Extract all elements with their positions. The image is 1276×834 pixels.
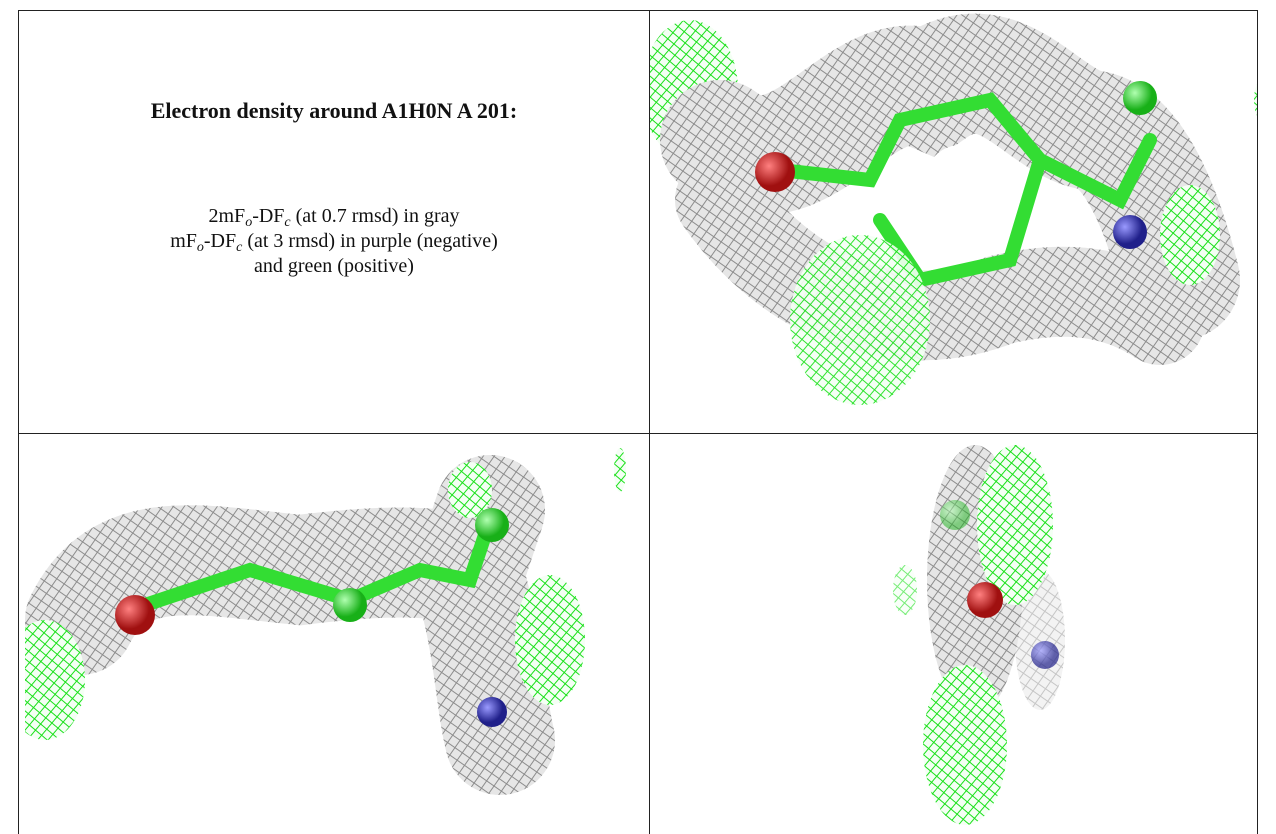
density-mesh <box>1015 570 1065 710</box>
caption-text: -DF <box>252 205 285 227</box>
table-border <box>18 10 19 834</box>
chlorine-atom <box>1123 81 1157 115</box>
table-border <box>1257 10 1258 834</box>
table-border <box>18 10 1258 11</box>
caption-title: Electron density around A1H0N A 201: <box>150 98 518 123</box>
oxygen-atom <box>967 582 1003 618</box>
positive-density <box>893 565 917 615</box>
table-border <box>649 10 650 834</box>
nitrogen-atom <box>1113 215 1147 249</box>
nitrogen-atom <box>477 697 507 727</box>
positive-density <box>448 462 492 518</box>
positive-density <box>1160 185 1220 285</box>
subscript: c <box>284 215 291 230</box>
oxygen-atom <box>115 595 155 635</box>
subscript: c <box>236 240 243 255</box>
subscript: o <box>245 215 253 230</box>
view-bottom-left <box>25 448 626 795</box>
caption-text: 2mF <box>208 205 246 227</box>
positive-density <box>790 235 930 405</box>
ring-hole <box>920 145 1000 245</box>
table-border <box>18 433 1258 434</box>
positive-density <box>1254 84 1257 116</box>
subscript: o <box>196 240 204 255</box>
chlorine-atom <box>475 508 509 542</box>
nitrogen-atom <box>1031 641 1059 669</box>
caption-line: and green (positive) <box>20 254 648 279</box>
ligand-bonds <box>123 513 497 617</box>
positive-density <box>25 620 85 740</box>
caption-text: mF <box>170 230 197 252</box>
oxygen-atom <box>755 152 795 192</box>
caption-text: (at 0.7 rmsd) in gray <box>290 205 460 227</box>
caption-line: 2mFo-DFc (at 0.7 rmsd) in gray <box>20 204 648 230</box>
caption-text: -DF <box>203 230 237 252</box>
caption-text: and green (positive) <box>254 255 414 277</box>
positive-density <box>923 665 1007 825</box>
positive-density <box>977 445 1053 605</box>
chlorine-atom <box>333 588 367 622</box>
ligand-bonds <box>773 92 1157 288</box>
caption-line: mFo-DFc (at 3 rmsd) in purple (negative) <box>20 229 648 255</box>
positive-density <box>614 448 626 492</box>
view-bottom-right <box>893 445 1065 825</box>
density-mesh <box>675 155 1205 365</box>
caption-text: (at 3 rmsd) in purple (negative) <box>242 230 498 252</box>
caption-lines: 2mFo-DFc (at 0.7 rmsd) in gray mFo-DFc (a… <box>20 204 648 279</box>
chlorine-atom <box>940 500 970 530</box>
view-top <box>650 13 1257 405</box>
positive-density <box>515 575 585 705</box>
